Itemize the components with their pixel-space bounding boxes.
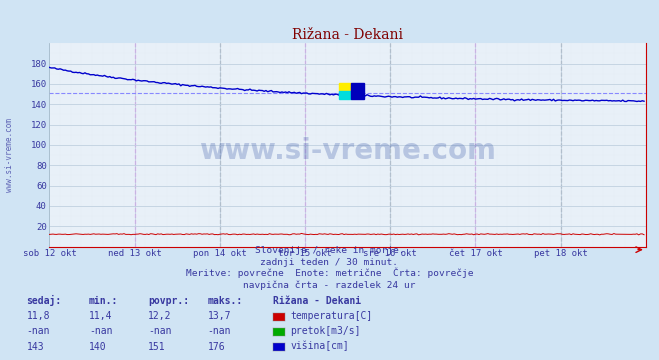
Title: Rižana - Dekani: Rižana - Dekani <box>292 28 403 42</box>
Text: povpr.:: povpr.: <box>148 296 189 306</box>
Text: min.:: min.: <box>89 296 119 306</box>
Text: 143: 143 <box>26 342 44 352</box>
Text: Rižana - Dekani: Rižana - Dekani <box>273 296 362 306</box>
Text: 11,8: 11,8 <box>26 311 50 321</box>
Text: Meritve: povrečne  Enote: metrične  Črta: povrečje: Meritve: povrečne Enote: metrične Črta: … <box>186 268 473 279</box>
Text: sedaj:: sedaj: <box>26 295 61 306</box>
Text: www.si-vreme.com: www.si-vreme.com <box>199 137 496 165</box>
Text: 12,2: 12,2 <box>148 311 172 321</box>
Text: zadnji teden / 30 minut.: zadnji teden / 30 minut. <box>260 258 399 267</box>
Text: 11,4: 11,4 <box>89 311 113 321</box>
Bar <box>339 83 351 91</box>
Text: pretok[m3/s]: pretok[m3/s] <box>291 327 361 337</box>
Text: višina[cm]: višina[cm] <box>291 341 349 352</box>
Text: 176: 176 <box>208 342 225 352</box>
Text: -nan: -nan <box>148 327 172 337</box>
Bar <box>339 91 351 99</box>
Text: 151: 151 <box>148 342 166 352</box>
Text: -nan: -nan <box>26 327 50 337</box>
Text: temperatura[C]: temperatura[C] <box>291 311 373 321</box>
Bar <box>351 83 364 99</box>
Text: -nan: -nan <box>89 327 113 337</box>
Text: www.si-vreme.com: www.si-vreme.com <box>5 118 14 192</box>
Text: 13,7: 13,7 <box>208 311 231 321</box>
Text: Slovenija / reke in morje.: Slovenija / reke in morje. <box>255 246 404 255</box>
Text: -nan: -nan <box>208 327 231 337</box>
Text: navpična črta - razdelek 24 ur: navpična črta - razdelek 24 ur <box>243 281 416 291</box>
Text: maks.:: maks.: <box>208 296 243 306</box>
Text: 140: 140 <box>89 342 107 352</box>
